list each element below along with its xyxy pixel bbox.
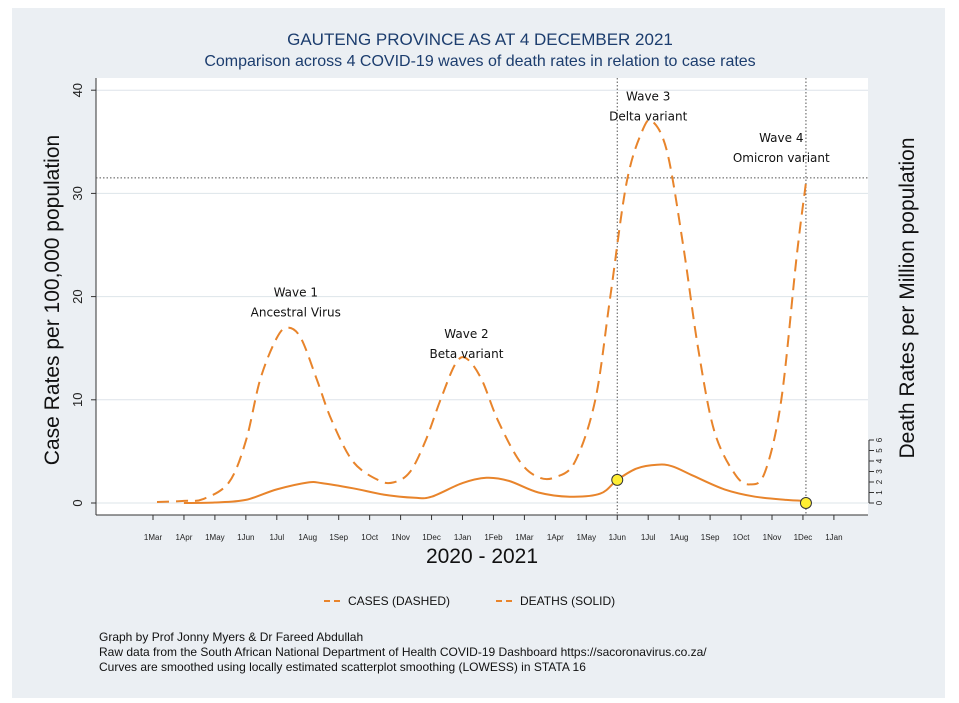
y-right-axis-ticks: 0 1 2 3 4 5 6 <box>869 437 884 505</box>
y-right-tick-label: 0 <box>875 500 884 505</box>
x-tick-label: 1Jun <box>609 533 626 542</box>
note-credits: Graph by Prof Jonny Myers & Dr Fareed Ab… <box>99 630 363 644</box>
x-tick-label: 1Jun <box>237 533 254 542</box>
chart-subtitle: Comparison across 4 COVID-19 waves of de… <box>204 53 755 70</box>
x-tick-label: 1Aug <box>298 533 317 542</box>
x-axis-ticks: 1Mar 1Apr 1May 1Jun 1Jul 1Aug 1Sep 1Oct 1Nov 1Dec… <box>144 515 843 542</box>
wave-annotation: Wave 1 Ancestral Virus <box>251 286 341 320</box>
x-tick-label: 1Jan <box>454 533 471 542</box>
wave-annotation-line: Wave 2 <box>444 327 488 341</box>
series-group <box>156 118 807 504</box>
y-axis-left-title: Case Rates per 100,000 population <box>41 135 64 465</box>
highlight-points <box>611 473 812 509</box>
x-tick-label: 1Dec <box>794 533 813 542</box>
reference-markers <box>96 78 868 515</box>
wave-annotation-line: Wave 4 <box>759 131 803 145</box>
legend-cases-label: CASES (DASHED) <box>348 594 450 608</box>
wave-annotation-line: Beta variant <box>430 347 504 361</box>
wave-annotation: Wave 2 Beta variant <box>430 327 504 361</box>
y-left-tick-label: 0 <box>70 499 85 506</box>
x-tick-label: 1May <box>205 533 225 542</box>
note-method: Curves are smoothed using locally estima… <box>99 660 586 674</box>
x-tick-label: 1Mar <box>515 533 534 542</box>
cases-series-line <box>156 118 807 503</box>
wave-annotation-line: Ancestral Virus <box>251 306 341 320</box>
deaths-series-line <box>183 463 806 504</box>
chart-title: GAUTENG PROVINCE AS AT 4 DECEMBER 2021 <box>287 30 673 49</box>
wave-annotation-line: Omicron variant <box>733 151 830 165</box>
y-left-tick-label: 40 <box>70 83 85 97</box>
note-source: Raw data from the South African National… <box>99 645 707 659</box>
y-left-tick-label: 30 <box>70 186 85 200</box>
x-tick-label: 1Oct <box>361 533 379 542</box>
y-right-tick-label: 3 <box>875 469 884 474</box>
y-left-tick-label: 20 <box>70 289 85 303</box>
wave-annotation-line: Wave 3 <box>626 90 670 104</box>
x-tick-label: 1Sep <box>329 533 348 542</box>
highlight-point <box>611 473 624 486</box>
wave-annotation: Wave 3 Delta variant <box>609 90 688 124</box>
y-right-tick-label: 2 <box>875 479 884 484</box>
x-tick-label: 1Nov <box>391 533 410 542</box>
x-tick-label: 1Sep <box>701 533 720 542</box>
y-right-tick-label: 5 <box>875 448 884 453</box>
legend: CASES (DASHED) DEATHS (SOLID) <box>324 594 615 608</box>
x-tick-label: 1Nov <box>763 533 782 542</box>
y-right-tick-label: 6 <box>875 437 884 442</box>
wave-annotation-line: Delta variant <box>609 110 688 124</box>
x-tick-label: 1May <box>577 533 597 542</box>
x-tick-label: 1Apr <box>547 533 564 542</box>
x-tick-label: 1Oct <box>733 533 751 542</box>
x-tick-label: 1Jul <box>641 533 656 542</box>
x-axis-title: 2020 - 2021 <box>426 545 538 568</box>
y-right-tick-label: 4 <box>875 458 884 463</box>
x-tick-label: 1Jan <box>825 533 842 542</box>
y-axis-right-title: Death Rates per Million population <box>896 137 919 458</box>
x-tick-label: 1Aug <box>670 533 689 542</box>
wave-annotation-line: Wave 1 <box>274 286 318 300</box>
x-tick-label: 1Apr <box>175 533 192 542</box>
y-left-axis-ticks: 0 10 20 30 40 <box>70 83 96 507</box>
y-left-tick-label: 10 <box>70 393 85 407</box>
legend-deaths-label: DEATHS (SOLID) <box>520 594 615 608</box>
x-tick-label: 1Feb <box>484 533 503 542</box>
y-right-tick-label: 1 <box>875 490 884 495</box>
highlight-point <box>799 497 812 509</box>
x-tick-label: 1Jul <box>269 533 284 542</box>
x-tick-label: 1Dec <box>422 533 441 542</box>
wave-annotation: Wave 4 Omicron variant <box>733 131 830 165</box>
x-tick-label: 1Mar <box>144 533 163 542</box>
